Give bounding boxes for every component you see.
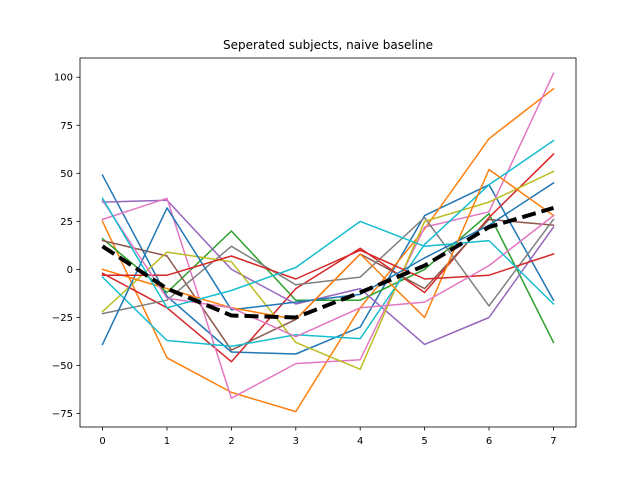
y-tick-label: 100 [54,73,73,84]
series-line-13 [101,199,555,338]
series-line-6 [101,72,555,399]
y-tick-label: 50 [60,169,73,180]
x-tick-label: 4 [357,436,363,447]
x-tick-label: 3 [293,436,299,447]
series-line-14 [101,197,555,309]
y-tick-label: 25 [60,217,73,228]
series-line-2 [101,212,555,344]
series-line-12 [101,249,555,280]
y-tick-label: −75 [52,409,73,420]
x-tick-label: 1 [164,436,170,447]
chart-title: Seperated subjects, naive baseline [223,38,433,52]
series-line-10 [101,181,555,346]
series-line-1 [101,87,555,413]
plot-frame [79,57,577,428]
axes-layer: 0 1 2 3 4 5 6 7 −75 −50 −25 0 25 50 75 100 [52,57,577,447]
x-tick-label: 6 [486,436,492,447]
y-tick-label: −50 [52,361,73,372]
x-tick-label: 5 [421,436,427,447]
x-tick-label: 2 [228,436,234,447]
baseline-series-line [101,205,555,320]
series-layer [101,72,555,413]
y-tick-label: −25 [52,313,73,324]
series-line-8 [101,170,555,371]
series-line-4 [101,199,555,346]
x-tick-label: 7 [550,436,556,447]
x-tick-label: 0 [99,436,105,447]
y-tick-label: 75 [60,121,73,132]
y-tick-label: 0 [67,265,73,276]
